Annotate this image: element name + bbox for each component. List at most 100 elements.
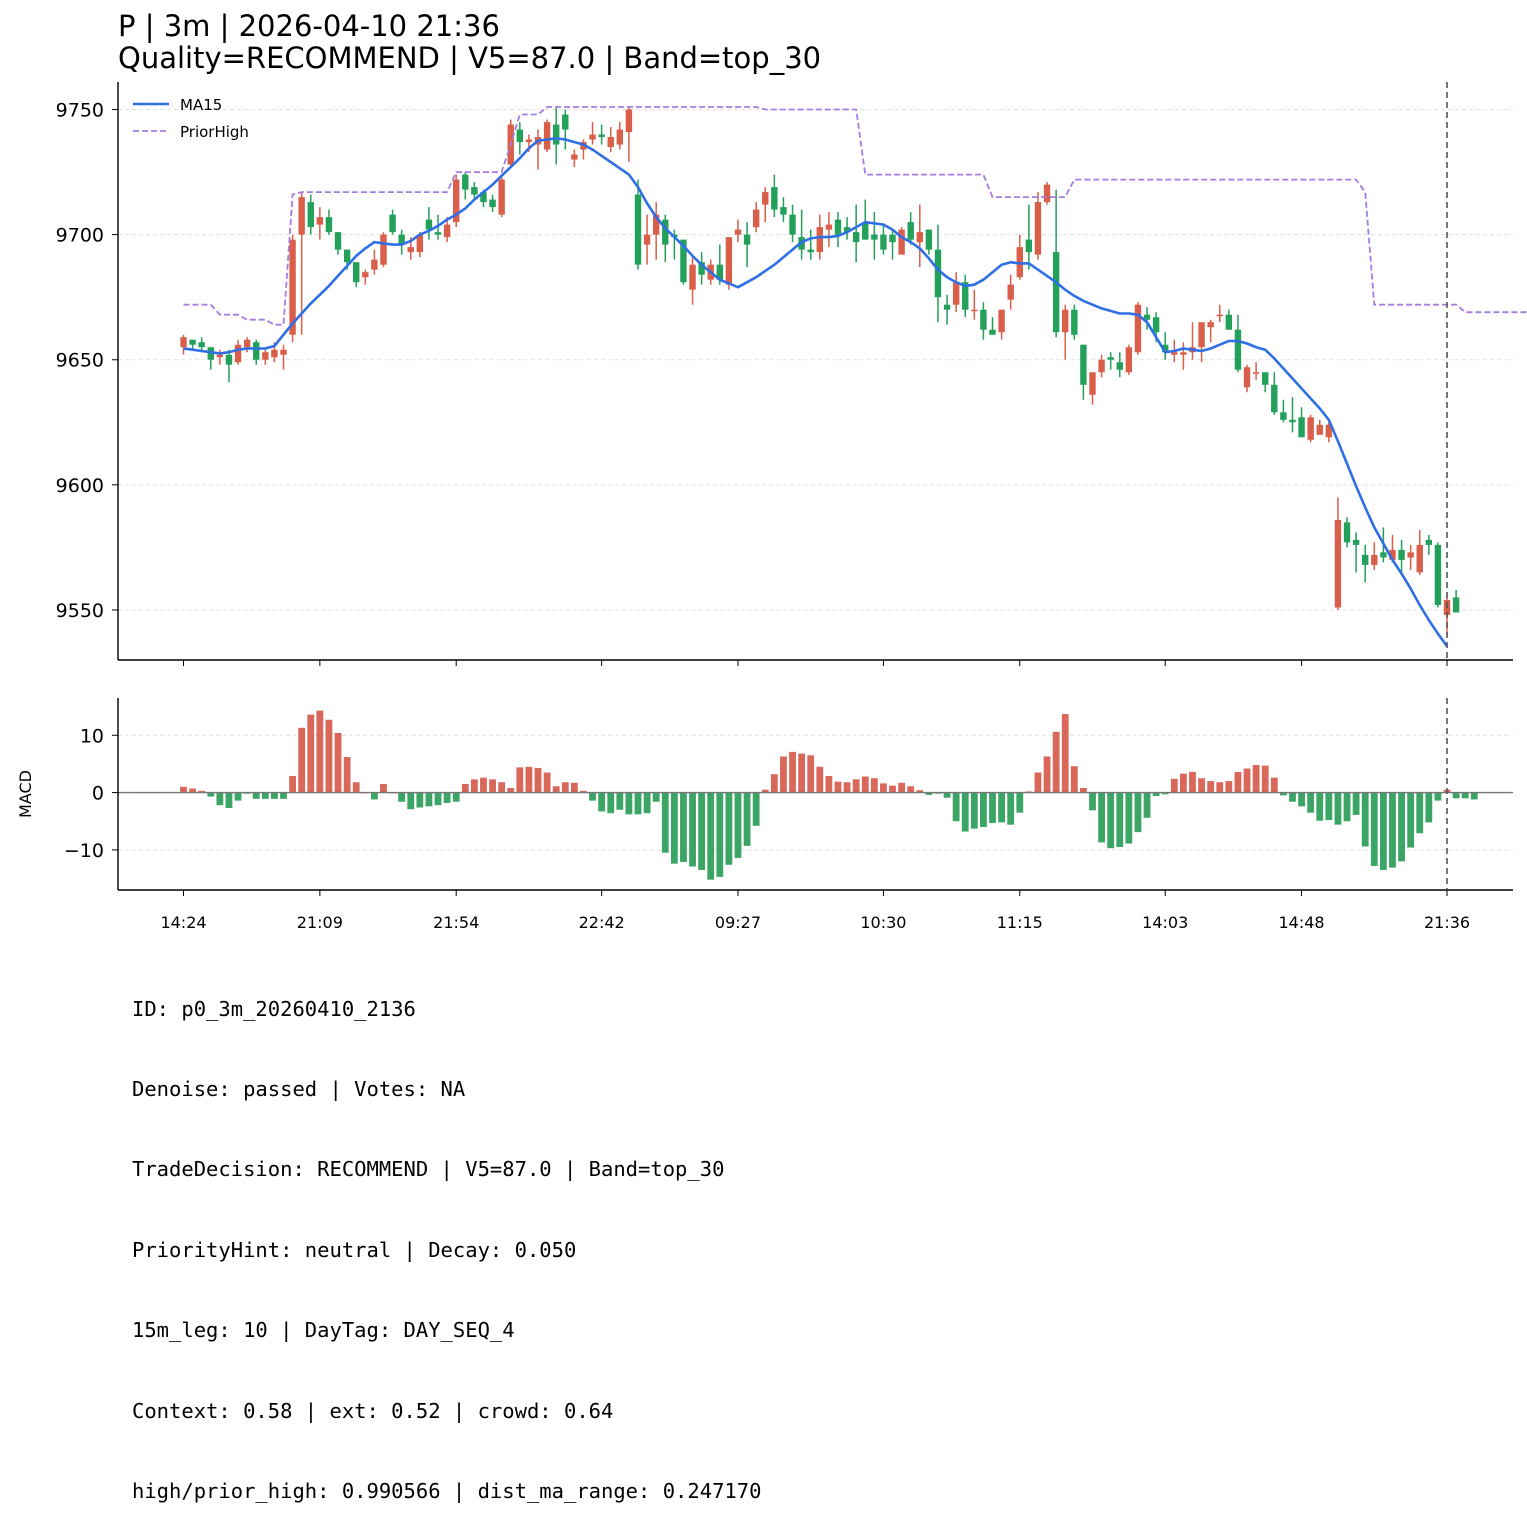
candle	[953, 272, 959, 312]
candle	[762, 187, 768, 222]
candle-body	[971, 310, 977, 312]
candle	[1117, 352, 1123, 377]
macd-bar	[1125, 793, 1132, 844]
candle	[1362, 545, 1368, 583]
candle-body	[544, 122, 550, 150]
candle-body	[871, 235, 877, 240]
macd-bar	[271, 793, 278, 799]
info-line-priority: PriorityHint: neutral | Decay: 0.050	[132, 1237, 761, 1264]
macd-bar	[898, 783, 905, 793]
candle	[1407, 545, 1413, 570]
macd-bar	[1189, 772, 1196, 793]
candle	[389, 210, 395, 235]
candle	[971, 290, 977, 320]
macd-bar	[1453, 793, 1460, 799]
candle	[308, 195, 314, 235]
macd-bar	[771, 774, 778, 792]
candles	[180, 107, 1459, 635]
candle-body	[1198, 322, 1204, 347]
candle-body	[1453, 597, 1459, 612]
candle-body	[353, 262, 359, 282]
candle	[1453, 590, 1459, 613]
candle	[926, 230, 932, 255]
candle-body	[926, 230, 932, 250]
candle-body	[1398, 550, 1404, 560]
candle-body	[1217, 315, 1223, 317]
candle-body	[1435, 545, 1441, 605]
candle-body	[1317, 425, 1323, 435]
candle	[362, 270, 368, 285]
macd-bar	[1389, 793, 1396, 868]
macd-bar	[444, 793, 451, 803]
candle	[1344, 517, 1350, 547]
macd-bar	[1471, 793, 1478, 800]
candle	[580, 140, 586, 160]
macd-bar	[1235, 772, 1242, 793]
macd-bar	[1380, 793, 1387, 870]
candle	[1226, 310, 1232, 330]
macd-bar	[1289, 793, 1296, 802]
macd-bar	[880, 783, 887, 792]
macd-bar	[889, 786, 896, 793]
candle-body	[835, 220, 841, 235]
candle-body	[553, 125, 559, 145]
candle-body	[1026, 240, 1032, 253]
macd-bar	[644, 793, 651, 814]
macd-bar	[998, 793, 1005, 823]
macd-bar	[907, 786, 914, 792]
candle-body	[526, 140, 532, 143]
x-tick-label: 21:36	[1424, 913, 1470, 932]
candle	[608, 127, 614, 152]
candle	[844, 217, 850, 240]
macd-bar	[962, 793, 969, 832]
candle	[335, 232, 341, 255]
macd-bar	[1144, 793, 1151, 818]
candle-body	[326, 217, 332, 232]
candle	[980, 302, 986, 340]
macd-bar	[235, 793, 242, 801]
macd-bar	[816, 767, 823, 793]
candle	[835, 212, 841, 247]
candle	[1207, 320, 1213, 343]
candle-body	[389, 215, 395, 233]
candle-body	[1262, 372, 1268, 385]
candle	[180, 335, 186, 355]
candle	[780, 197, 786, 222]
macd-bar	[1053, 732, 1060, 793]
candle	[989, 317, 995, 335]
candle	[544, 120, 550, 153]
macd-bar	[1116, 793, 1123, 847]
candle-body	[1053, 252, 1059, 332]
candle	[1417, 530, 1423, 575]
macd-bar	[1335, 793, 1342, 825]
candle	[1262, 372, 1268, 392]
info-line-trade-decision: TradeDecision: RECOMMEND | V5=87.0 | Ban…	[132, 1156, 761, 1183]
candle	[1135, 302, 1141, 355]
macd-bar	[825, 776, 832, 793]
macd-bar	[1071, 766, 1078, 792]
candle-body	[1007, 285, 1013, 300]
candle	[371, 250, 377, 275]
macd-bar	[1225, 781, 1232, 792]
candle-body	[726, 237, 732, 285]
macd-bar	[862, 777, 869, 793]
candle	[1398, 540, 1404, 573]
candle-body	[908, 222, 914, 240]
candle	[735, 220, 741, 243]
candle-body	[880, 235, 886, 250]
candle-body	[562, 115, 568, 130]
macd-bar	[462, 784, 469, 793]
macd-bar	[544, 773, 551, 793]
macd-bar	[1271, 778, 1278, 793]
macd-ytick-label: 0	[92, 783, 104, 805]
candle-body	[762, 192, 768, 205]
macd-ytick-label: 10	[80, 725, 104, 747]
macd-bar	[1307, 793, 1314, 813]
macd-bar	[1416, 793, 1423, 834]
candle-body	[344, 250, 350, 263]
info-line-leg: 15m_leg: 10 | DayTag: DAY_SEQ_4	[132, 1317, 761, 1344]
candle-body	[1271, 385, 1277, 413]
candle-body	[689, 265, 695, 290]
candle-body	[471, 187, 477, 195]
